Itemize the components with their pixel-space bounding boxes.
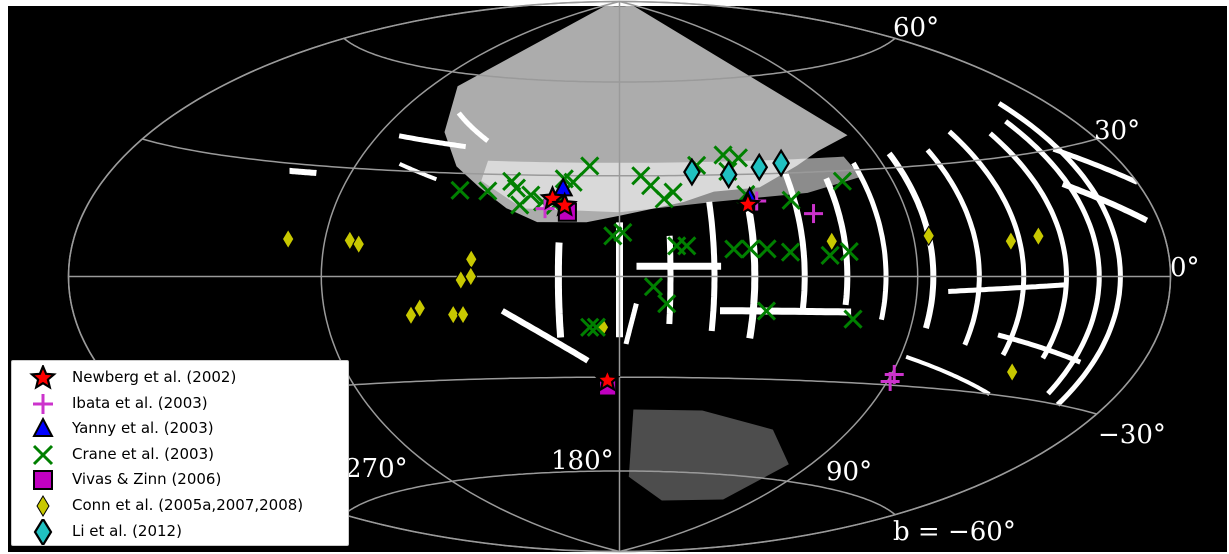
lon-label-90: 90° (826, 457, 872, 487)
survey-stripe (290, 171, 317, 173)
legend-label: Yanny et al. (2003) (72, 419, 214, 437)
legend-entry: Yanny et al. (2003) (12, 416, 350, 442)
ibata-legend-symbol (28, 391, 58, 417)
legend-label: Conn et al. (2005a,2007,2008) (72, 496, 303, 514)
legend-label: Newberg et al. (2002) (72, 368, 236, 386)
lat-label-60: 60° (893, 13, 939, 43)
yanny-legend-symbol (28, 416, 58, 442)
lon-label-270: 270° (345, 454, 408, 484)
legend-entry: Newberg et al. (2002) (12, 365, 350, 391)
survey-stripe (558, 243, 560, 338)
legend-label: Crane et al. (2003) (72, 445, 214, 463)
vivas-legend-symbol (28, 467, 58, 493)
legend-label: Vivas & Zinn (2006) (72, 470, 221, 488)
legend-entry: Conn et al. (2005a,2007,2008) (12, 493, 350, 519)
newberg-legend-symbol (28, 365, 58, 391)
legend-entry: Li et al. (2012) (12, 519, 350, 545)
legend-label: Li et al. (2012) (72, 522, 182, 540)
legend-entry: Ibata et al. (2003) (12, 391, 350, 417)
lat-label-0: 0° (1170, 253, 1200, 283)
legend-entry: Crane et al. (2003) (12, 442, 350, 468)
legend: Newberg et al. (2002) Ibata et al. (2003)… (11, 360, 349, 546)
conn-legend-symbol (28, 493, 58, 519)
lon-label-180: 180° (551, 446, 614, 476)
li-legend-symbol (28, 519, 58, 545)
survey-stripe (669, 236, 670, 324)
legend-label: Ibata et al. (2003) (72, 394, 208, 412)
lat-label-minus-30: −30° (1098, 420, 1166, 450)
lat-label-30: 30° (1094, 116, 1140, 146)
legend-entry: Vivas & Zinn (2006) (12, 467, 350, 493)
crane-legend-symbol (28, 442, 58, 468)
lat-label-minus-60: b = −60° (893, 517, 1016, 547)
survey-stripe (720, 311, 851, 312)
